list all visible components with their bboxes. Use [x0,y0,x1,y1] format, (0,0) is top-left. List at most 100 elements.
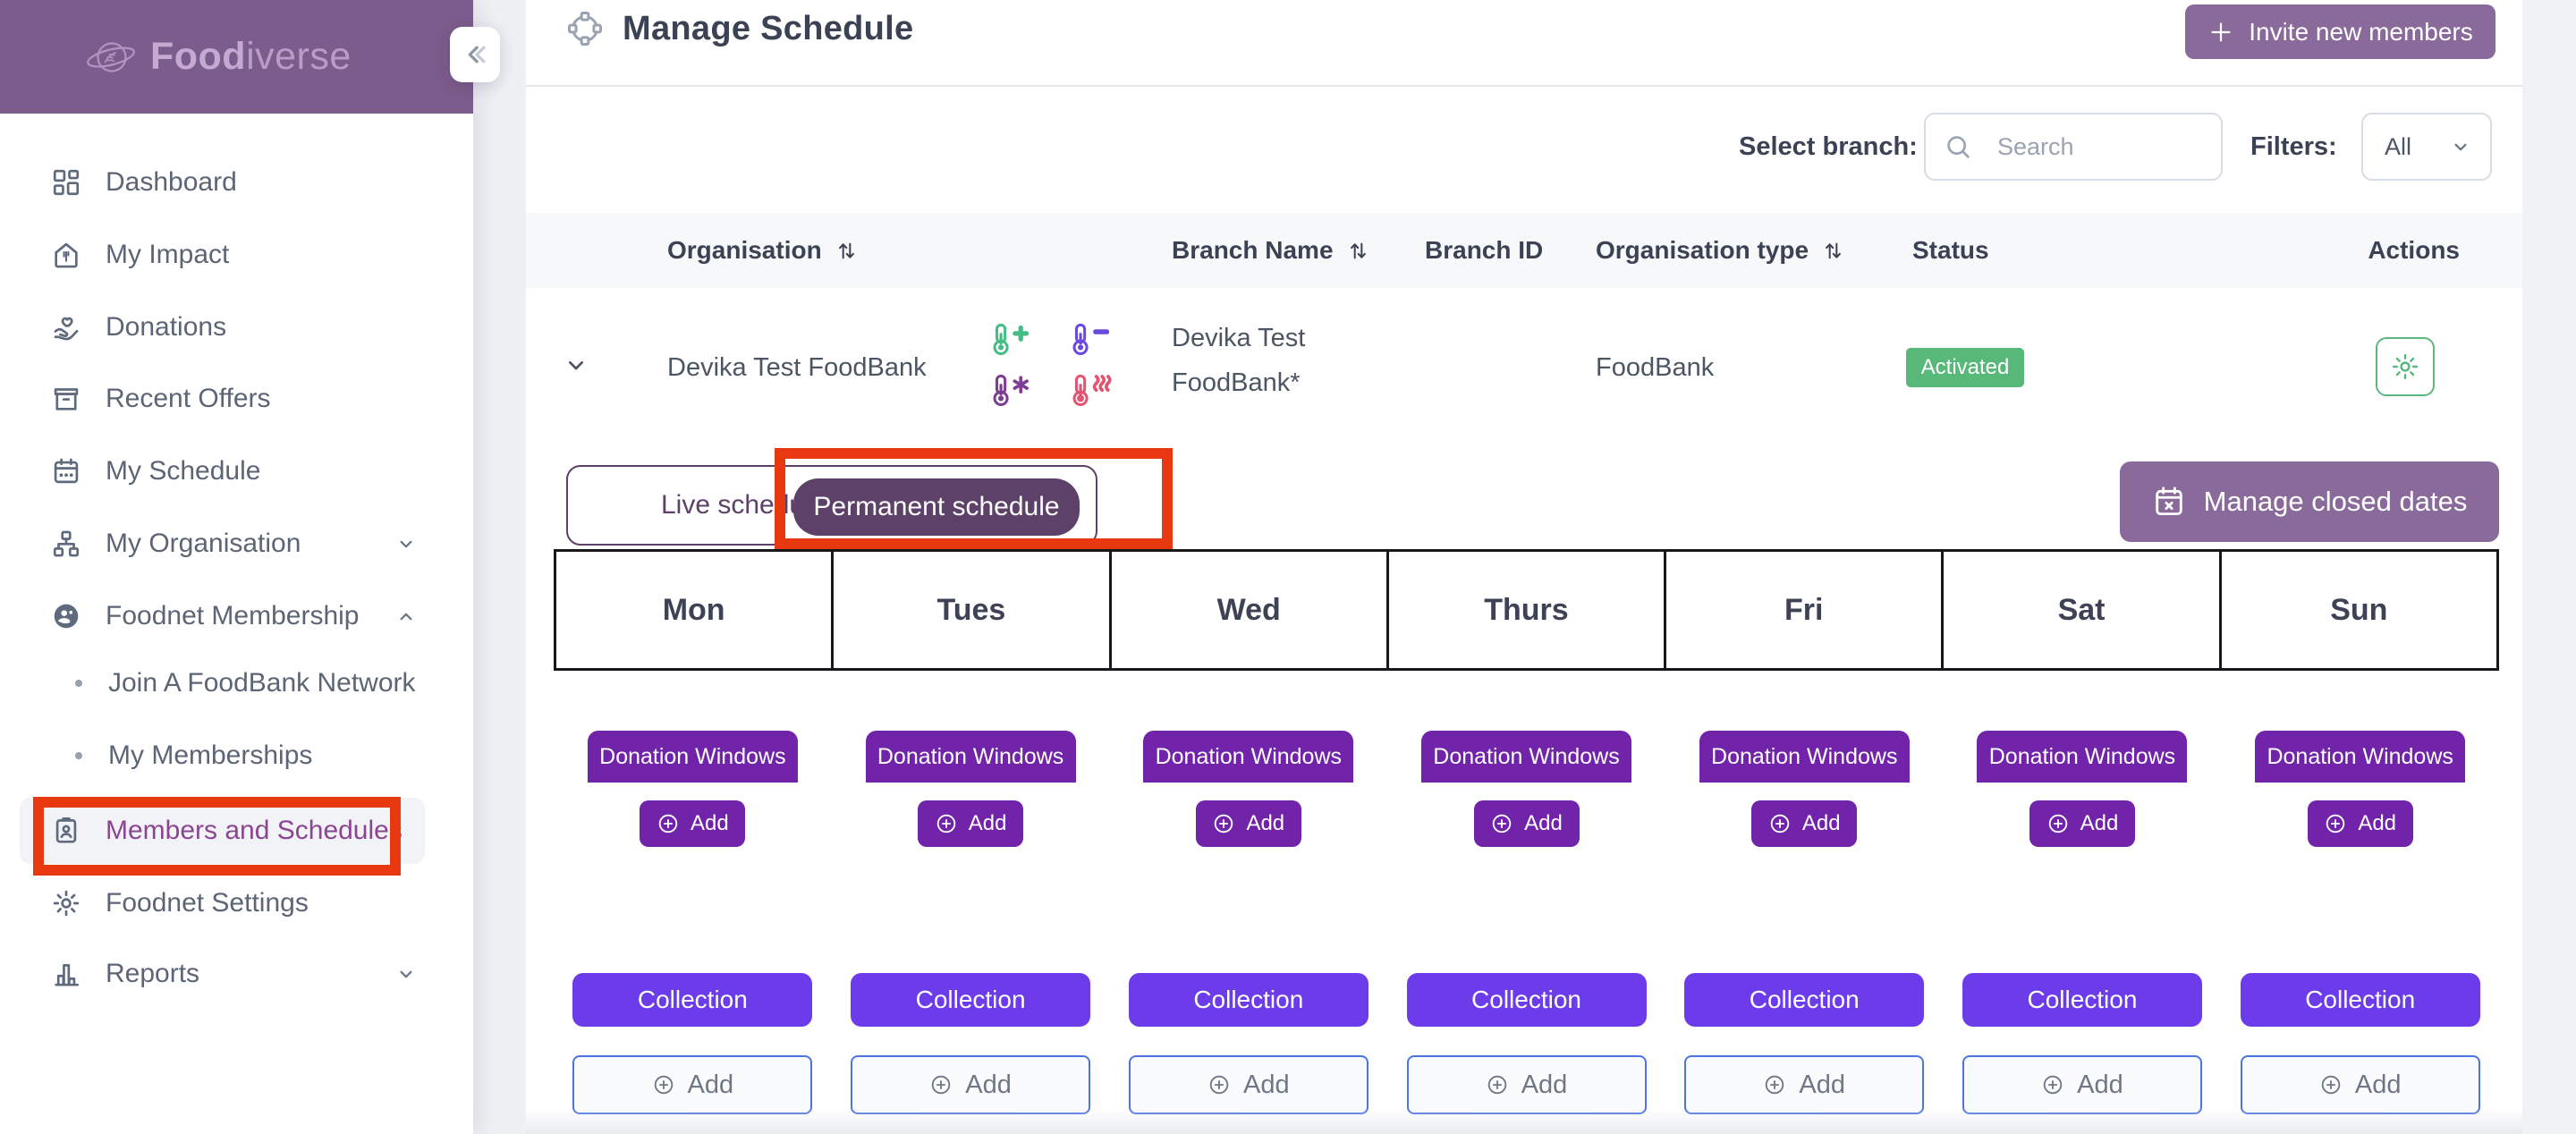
collection-add-button-wed[interactable]: Add [1128,1055,1368,1114]
day-header-thurs: Thurs [1389,552,1667,668]
row-organisation: Devika Test FoodBank [667,353,927,382]
thermo-frozen-snowflake-icon [987,373,1041,415]
bullet-icon [75,752,82,759]
gear-icon [2390,351,2420,382]
donation-add-button-tues[interactable]: Add [918,800,1024,847]
donation-add-button-sat[interactable]: Add [2029,800,2135,847]
add-label: Add [2080,811,2119,835]
column-header-label: Status [1912,236,1989,264]
impact-icon [51,240,81,270]
donation-windows-label: Donation Windows [2267,743,2453,769]
donation-windows-header-fri[interactable]: Donation Windows [1699,731,1910,783]
donation-windows-label: Donation Windows [1433,743,1620,769]
sidebar-item-recent-offers[interactable]: Recent Offers [0,363,473,435]
sidebar-item-foodnet-membership[interactable]: Foodnet Membership [0,580,473,652]
sidebar-item-dashboard[interactable]: Dashboard [0,147,473,218]
donation-windows-header-mon[interactable]: Donation Windows [587,731,798,783]
manage-closed-dates-label: Manage closed dates [2203,486,2468,517]
collection-button-mon[interactable]: Collection [572,973,813,1027]
collection-button-sat[interactable]: Collection [1962,973,2202,1027]
collection-label: Collection [1471,986,1581,1013]
column-header-status: Status [1912,213,1989,288]
branch-search-box[interactable] [1924,113,2223,181]
collection-add-button-fri[interactable]: Add [1684,1055,1925,1114]
sidebar-item-my-memberships[interactable]: My Memberships [0,720,473,791]
sidebar-item-label: My Memberships [108,740,313,770]
row-settings-button[interactable] [2376,337,2435,396]
donation-add-button-thurs[interactable]: Add [1473,800,1580,847]
add-label: Add [691,811,729,835]
add-label: Add [687,1070,734,1099]
donation-windows-header-sat[interactable]: Donation Windows [1977,731,2188,783]
donation-add-button-fri[interactable]: Add [1751,800,1858,847]
sidebar-item-my-organisation[interactable]: My Organisation [0,508,473,580]
column-header-label: Branch ID [1425,236,1544,264]
badge-icon [51,816,81,846]
collection-add-button-tues[interactable]: Add [851,1055,1091,1114]
collection-label: Collection [1749,986,1860,1013]
column-header-organisation[interactable]: Organisation [667,213,859,288]
sidebar: Dashboard My Impact Donations Recent Offers… [0,0,473,1134]
sidebar-item-my-impact[interactable]: My Impact [0,219,473,291]
donation-windows-label: Donation Windows [599,743,786,769]
day-header-sun: Sun [2330,592,2388,627]
row-branch-name-line1: Devika Test [1172,324,1306,352]
sidebar-item-label: Donations [106,312,227,342]
sidebar-item-my-schedule[interactable]: My Schedule [0,436,473,507]
donation-windows-header-thurs[interactable]: Donation Windows [1421,731,1632,783]
donation-add-button-sun[interactable]: Add [2307,800,2413,847]
column-header-branch-name[interactable]: Branch Name [1172,213,1370,288]
sidebar-item-reports[interactable]: Reports [0,938,473,1010]
chevron-up-icon [394,605,418,628]
collection-button-thurs[interactable]: Collection [1406,973,1647,1027]
collection-button-sun[interactable]: Collection [2240,973,2480,1027]
offers-icon [51,384,81,414]
sidebar-collapse-button[interactable] [450,27,500,82]
donation-add-button-mon[interactable]: Add [640,800,746,847]
donation-windows-label: Donation Windows [1155,743,1343,769]
search-icon [1944,132,1972,161]
collection-button-wed[interactable]: Collection [1128,973,1368,1027]
donation-windows-header-wed[interactable]: Donation Windows [1143,731,1354,783]
manage-closed-dates-button[interactable]: Manage closed dates [2120,461,2499,542]
collection-button-fri[interactable]: Collection [1684,973,1925,1027]
plus-icon [2207,19,2234,46]
sort-icon[interactable] [1821,239,1845,263]
donations-icon [51,312,81,343]
day-header-wed: Wed [1112,552,1389,668]
collection-add-button-mon[interactable]: Add [572,1055,813,1114]
gear-icon [51,888,81,918]
filters-dropdown[interactable]: All [2361,113,2492,181]
sidebar-item-donations[interactable]: Donations [0,292,473,363]
tab-permanent-schedule[interactable]: Permanent schedule [793,478,1080,536]
donation-windows-header-tues[interactable]: Donation Windows [865,731,1076,783]
sidebar-item-join-a-foodbank-network[interactable]: Join A FoodBank Network [0,647,473,719]
sort-icon[interactable] [1346,239,1370,263]
search-input[interactable] [1996,131,2174,162]
collection-add-button-sat[interactable]: Add [1962,1055,2202,1114]
schedule-column-mon: Donation Windows Add Collection Add [554,673,832,1134]
donation-add-button-wed[interactable]: Add [1195,800,1301,847]
sidebar-item-label: My Impact [106,240,230,269]
sidebar-item-foodnet-settings[interactable]: Foodnet Settings [0,867,473,939]
collection-add-button-sun[interactable]: Add [2240,1055,2480,1114]
add-label: Add [1801,811,1841,835]
collection-add-button-thurs[interactable]: Add [1406,1055,1647,1114]
plus-circle-icon [1768,812,1792,835]
sidebar-item-label: Foodnet Settings [106,888,309,918]
collection-button-tues[interactable]: Collection [851,973,1091,1027]
page-background-strip [2522,0,2576,1134]
plus-circle-icon [657,812,680,835]
schedule-tab-group: Live schedule Permanent schedule [566,465,1097,546]
sidebar-item-members-and-schedules[interactable]: Members and Schedules [0,795,473,867]
column-header-label: Actions [2368,236,2460,264]
plus-circle-icon [929,1073,953,1096]
plus-circle-icon [2041,1073,2064,1096]
row-expander-chevron-icon[interactable] [562,351,590,379]
donation-windows-header-sun[interactable]: Donation Windows [2255,731,2466,783]
sort-icon[interactable] [835,239,859,263]
plus-circle-icon [2046,812,2070,835]
column-header-organisation-type[interactable]: Organisation type [1596,213,1845,288]
invite-new-members-button[interactable]: Invite new members [2185,4,2496,59]
reports-icon [51,959,81,989]
